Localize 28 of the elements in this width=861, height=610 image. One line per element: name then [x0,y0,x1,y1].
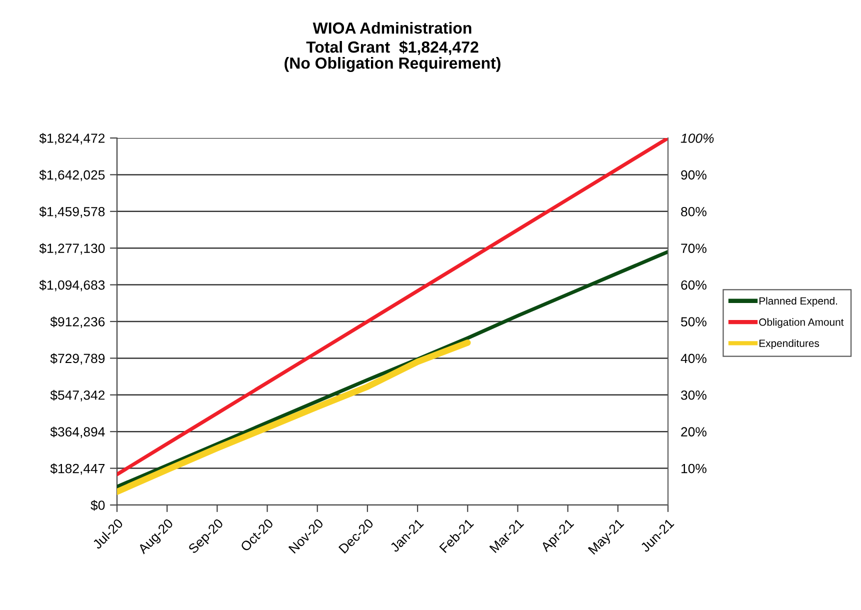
y2-tick-label: 70% [681,244,706,254]
y-tick-label: $0 [90,500,105,511]
y2-tick-label: 20% [681,427,706,437]
y2-tick-label: 80% [681,206,706,216]
legend-label: Obligation Amount [759,318,844,328]
y2-tick-label: 40% [680,354,706,364]
y-tick-label: $1,824,472 [39,133,105,144]
y2-tick-label: 50% [681,317,706,326]
y-tick-label: $547,342 [50,390,105,402]
y2-tick-label: 60% [681,280,706,290]
y-tick-label: $1,277,130 [39,243,105,255]
line-series [117,138,668,476]
chart-title: WIOA Administration [312,22,472,34]
line-series [117,250,668,488]
legend-label: Planned Expend. [759,296,838,307]
chart-subtitle: Total Grant $1,824,472 (No Obligation Requirement) [284,40,500,72]
legend-label: Expenditures [759,339,820,350]
y-tick-label: $912,236 [50,316,105,328]
y-tick-label: $1,094,683 [39,280,105,292]
y-tick-label: $1,459,578 [39,206,105,218]
y2-tick-label: 10% [682,464,706,474]
y-tick-label: $364,894 [50,426,105,438]
y-tick-label: $729,789 [50,353,105,365]
y-tick-label: $182,447 [50,463,105,475]
y2-tick-label: 100% [680,134,714,143]
y2-tick-label: 90% [681,170,706,180]
y-tick-label: $1,642,025 [39,170,105,182]
y2-tick-label: 30% [681,390,706,400]
